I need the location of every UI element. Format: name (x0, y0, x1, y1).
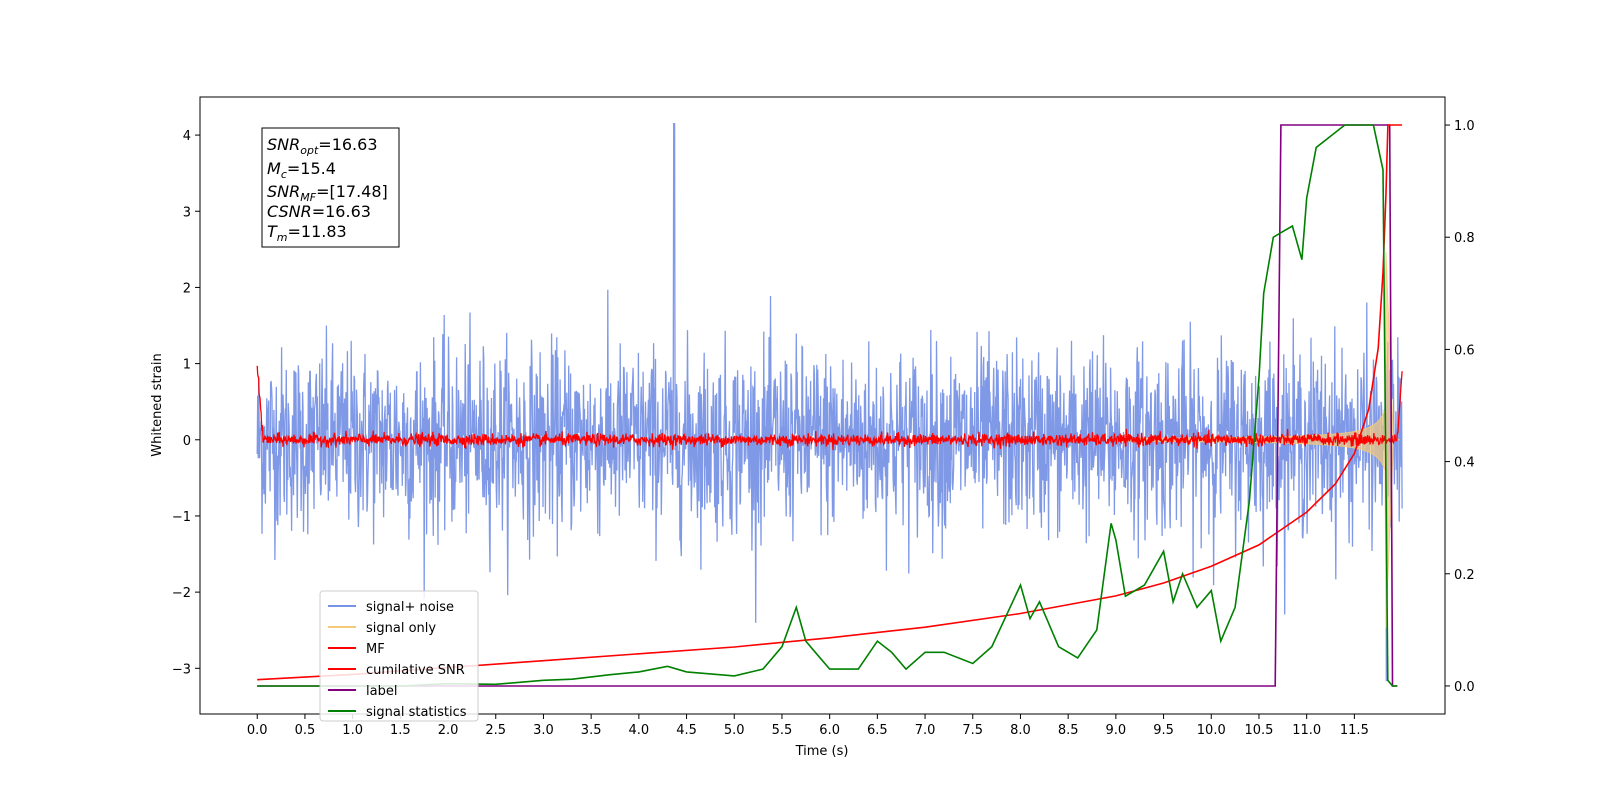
y-tick-label: 1 (183, 358, 191, 373)
x-tick-label: 1.0 (342, 723, 363, 738)
annotation-snr-opt: SNRopt=16.63 (267, 135, 378, 157)
x-tick-label: 3.5 (581, 723, 602, 738)
x-tick-label: 11.0 (1292, 723, 1321, 738)
x-tick-label: 7.5 (962, 723, 983, 738)
y2-tick-label: 0.6 (1454, 343, 1475, 358)
x-axis-label: Time (s) (795, 744, 849, 759)
y-tick-label: −3 (172, 662, 191, 677)
x-tick-label: 3.0 (533, 723, 554, 738)
plot-frame (199, 96, 1446, 715)
legend: signal+ noise signal only MF cumilative SNR… (319, 590, 479, 722)
x-tick-label: 4.5 (676, 723, 697, 738)
y2-tick-label: 0.0 (1454, 680, 1475, 695)
x-tick-label: 9.5 (1153, 723, 1174, 738)
x-tick-label: 0.0 (247, 723, 268, 738)
y2-tick-label: 0.2 (1454, 568, 1475, 583)
x-tick-label: 5.5 (772, 723, 793, 738)
x-tick-label: 2.0 (438, 723, 459, 738)
x-tick-label: 11.5 (1340, 723, 1369, 738)
x-tick-label: 4.0 (629, 723, 650, 738)
x-tick-label: 5.0 (724, 723, 745, 738)
legend-label: cumilative SNR (366, 663, 465, 678)
x-tick-label: 1.5 (390, 723, 411, 738)
x-tick-label: 8.5 (1058, 723, 1079, 738)
annotation-tm: Tm=11.83 (267, 222, 347, 244)
x-tick-label: 0.5 (295, 723, 316, 738)
y-tick-label: −2 (172, 586, 191, 601)
legend-label: signal only (366, 621, 436, 636)
series-cumulative-snr-end (1385, 124, 1403, 197)
y-axis-left: 4 3 2 1 0 −1 −2 −3 (172, 129, 200, 677)
annotation-csnr: CSNR=16.63 (267, 202, 371, 221)
series-mf (256, 365, 1403, 451)
legend-label: signal statistics (366, 705, 467, 720)
annotation-mc: Mc=15.4 (267, 159, 336, 181)
y-tick-label: 0 (183, 434, 191, 449)
annotation-snr-mf: SNRMF=[17.48] (267, 182, 388, 204)
x-tick-label: 10.0 (1197, 723, 1226, 738)
y-tick-label: −1 (172, 510, 191, 525)
legend-label: signal+ noise (366, 600, 454, 615)
x-tick-label: 2.5 (485, 723, 506, 738)
legend-frame (319, 590, 479, 722)
y-axis-right: 1.0 0.8 0.6 0.4 0.2 0.0 (1445, 119, 1475, 695)
x-tick-label: 6.5 (867, 723, 888, 738)
y-tick-label: 3 (183, 205, 191, 220)
legend-label: MF (366, 642, 385, 657)
y2-tick-label: 0.8 (1454, 231, 1475, 246)
x-tick-label: 9.0 (1106, 723, 1127, 738)
y-tick-label: 2 (183, 281, 191, 296)
y2-tick-label: 1.0 (1454, 119, 1475, 134)
series-signal-noise (256, 123, 1403, 682)
y-tick-label: 4 (183, 129, 191, 144)
series-cumulative-snr (257, 195, 1387, 681)
x-tick-label: 10.5 (1244, 723, 1273, 738)
y2-tick-label: 0.4 (1454, 456, 1475, 471)
series-signal-statistics (257, 124, 1398, 687)
x-tick-label: 7.0 (915, 723, 936, 738)
x-tick-label: 6.0 (819, 723, 840, 738)
y-axis-label: Whitened strain (150, 353, 165, 456)
x-axis: 0.0 0.5 1.0 1.5 2.0 2.5 3.0 3.5 4.0 4.5 5.0 5.5 6.0 6… (247, 714, 1369, 738)
x-tick-label: 8.0 (1010, 723, 1031, 738)
annotation-box: SNRopt=16.63 Mc=15.4 SNRMF=[17.48] CSNR=… (261, 127, 400, 248)
series-layer (256, 123, 1403, 687)
legend-label: label (366, 684, 397, 699)
